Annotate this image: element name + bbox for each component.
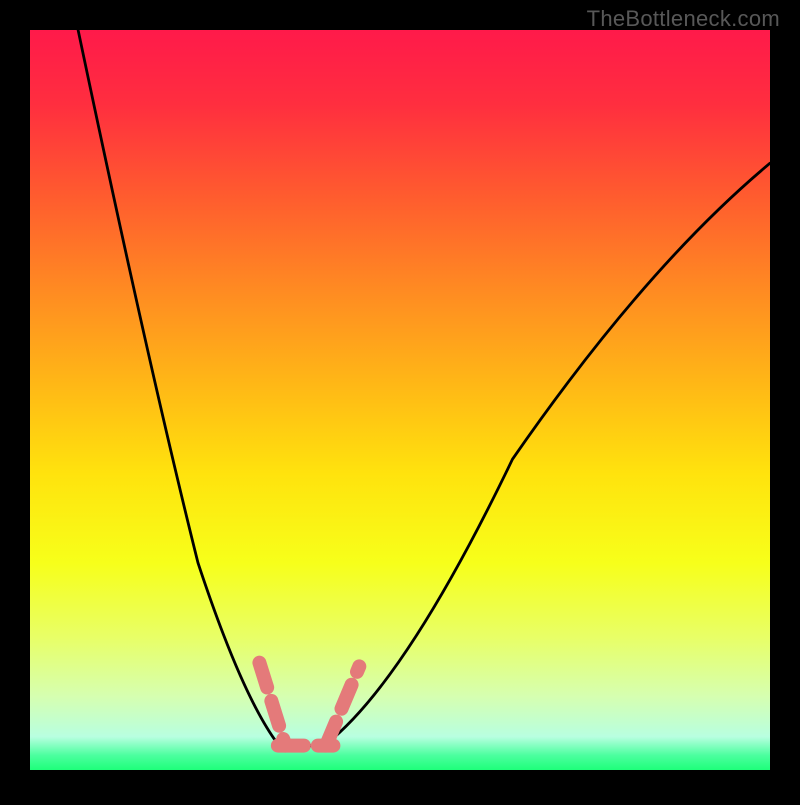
bottleneck-chart xyxy=(0,0,800,800)
watermark-text: TheBottleneck.com xyxy=(587,6,780,32)
chart-svg xyxy=(0,0,800,800)
